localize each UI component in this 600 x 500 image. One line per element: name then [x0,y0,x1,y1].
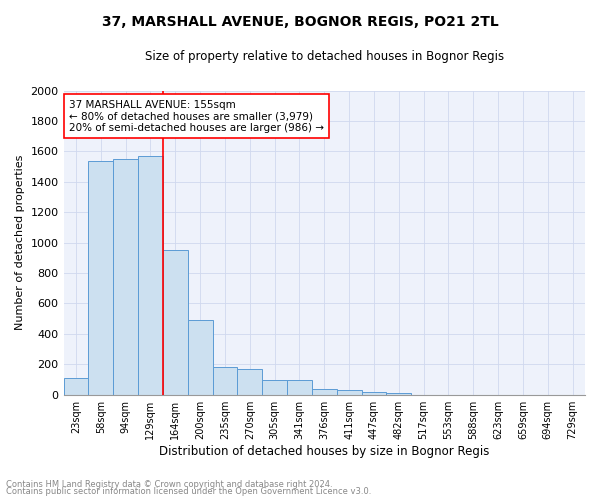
Bar [312,389,337,394]
Bar [163,250,188,394]
Bar [337,390,362,394]
Bar [64,378,88,394]
Bar [212,366,238,394]
Bar [88,160,113,394]
Bar [362,392,386,394]
X-axis label: Distribution of detached houses by size in Bognor Regis: Distribution of detached houses by size … [159,444,490,458]
Bar [262,380,287,394]
Bar [238,369,262,394]
Text: 37, MARSHALL AVENUE, BOGNOR REGIS, PO21 2TL: 37, MARSHALL AVENUE, BOGNOR REGIS, PO21 … [101,15,499,29]
Text: Contains HM Land Registry data © Crown copyright and database right 2024.: Contains HM Land Registry data © Crown c… [6,480,332,489]
Y-axis label: Number of detached properties: Number of detached properties [15,155,25,330]
Text: 37 MARSHALL AVENUE: 155sqm
← 80% of detached houses are smaller (3,979)
20% of s: 37 MARSHALL AVENUE: 155sqm ← 80% of deta… [69,100,324,133]
Bar [386,393,411,394]
Text: Contains public sector information licensed under the Open Government Licence v3: Contains public sector information licen… [6,487,371,496]
Bar [188,320,212,394]
Bar [138,156,163,394]
Bar [113,159,138,394]
Title: Size of property relative to detached houses in Bognor Regis: Size of property relative to detached ho… [145,50,504,63]
Bar [287,380,312,394]
